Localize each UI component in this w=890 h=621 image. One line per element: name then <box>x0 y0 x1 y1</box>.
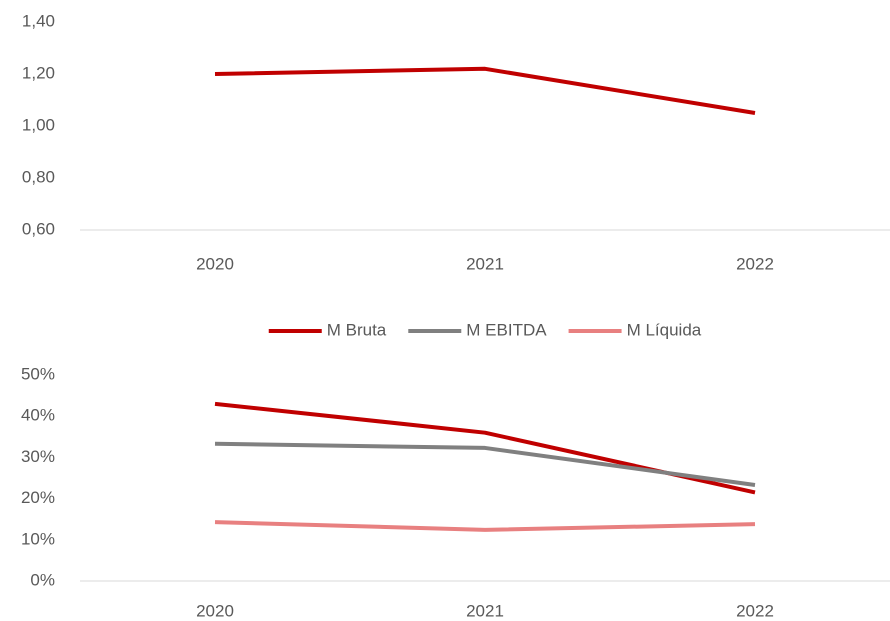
y-tick-label: 0,80 <box>22 167 55 186</box>
y-tick-label: 30% <box>21 447 55 466</box>
legend-label: M Bruta <box>327 320 387 339</box>
x-tick-label: 2022 <box>736 254 774 273</box>
x-tick-label: 2021 <box>466 601 504 620</box>
y-tick-label: 40% <box>21 406 55 425</box>
y-tick-label: 10% <box>21 529 55 548</box>
legend-label: M EBITDA <box>466 320 547 339</box>
series-line <box>214 520 756 532</box>
y-tick-label: 1,40 <box>22 11 55 30</box>
series-line <box>214 66 756 115</box>
y-tick-label: 0% <box>30 570 55 589</box>
y-tick-label: 20% <box>21 488 55 507</box>
y-tick-label: 1,00 <box>22 115 55 134</box>
x-tick-label: 2020 <box>196 254 234 273</box>
x-tick-label: 2020 <box>196 601 234 620</box>
y-tick-label: 0,60 <box>22 219 55 238</box>
y-tick-label: 50% <box>21 364 55 383</box>
series-line <box>214 441 756 487</box>
x-tick-label: 2021 <box>466 254 504 273</box>
y-tick-label: 1,20 <box>22 63 55 82</box>
x-tick-label: 2022 <box>736 601 774 620</box>
legend-label: M Líquida <box>627 320 702 339</box>
